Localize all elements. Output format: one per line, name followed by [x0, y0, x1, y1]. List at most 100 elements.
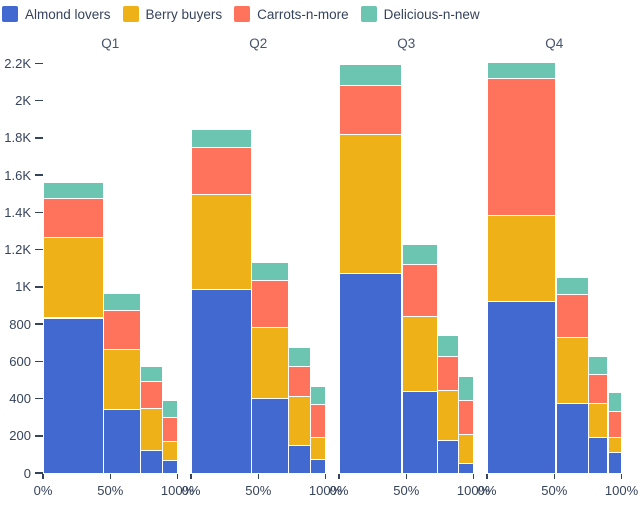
bar-segment-carrots-n-more[interactable]	[589, 375, 608, 404]
bar-segment-berry-buyers[interactable]	[438, 391, 458, 441]
bar-segment-berry-buyers[interactable]	[608, 437, 621, 452]
x-tick-label: 50%	[393, 483, 420, 498]
bar-segment-delicious-n-new[interactable]	[104, 294, 140, 311]
bar-segment-berry-buyers[interactable]	[43, 238, 103, 318]
bar-segment-berry-buyers[interactable]	[402, 316, 437, 392]
x-tick-label: 0%	[329, 483, 349, 498]
bar-segment-berry-buyers[interactable]	[252, 327, 288, 398]
bar-segment-almond-lovers[interactable]	[289, 446, 310, 473]
bar-segment-berry-buyers[interactable]	[556, 338, 588, 404]
y-tick-mark	[35, 397, 43, 400]
bar-segment-berry-buyers[interactable]	[311, 437, 325, 459]
bar-segment-delicious-n-new[interactable]	[487, 62, 556, 79]
y-tick-mark	[35, 360, 43, 363]
bar-segment-carrots-n-more[interactable]	[104, 311, 140, 350]
bar-segment-almond-lovers[interactable]	[438, 441, 458, 473]
y-tick-mark	[35, 435, 43, 437]
legend-swatch-icon	[360, 6, 377, 22]
bar-segment-almond-lovers[interactable]	[311, 459, 325, 473]
x-tick-label: 0%	[477, 483, 497, 498]
y-tick-label: 1.4K	[4, 204, 31, 220]
y-tick-label: 1K	[15, 279, 31, 295]
y-tick-mark	[35, 472, 43, 474]
legend-item-delicious-n-new[interactable]: Delicious-n-new	[360, 6, 480, 22]
x-tick-mark	[553, 474, 555, 479]
bar-segment-delicious-n-new[interactable]	[339, 65, 402, 85]
bar-segment-delicious-n-new[interactable]	[43, 182, 103, 199]
bar-segment-almond-lovers[interactable]	[402, 392, 437, 473]
y-tick-mark	[35, 286, 43, 288]
y-tick-label: 1.2K	[4, 242, 31, 258]
bar-segment-carrots-n-more[interactable]	[141, 381, 162, 408]
legend-item-carrots-n-more[interactable]: Carrots-n-more	[234, 6, 349, 22]
quarter-title: Q1	[101, 36, 120, 51]
bar-segment-carrots-n-more[interactable]	[556, 295, 588, 338]
bar-segment-carrots-n-more[interactable]	[438, 356, 458, 391]
y-tick-label: 600	[9, 353, 31, 369]
bar-segment-delicious-n-new[interactable]	[311, 387, 325, 405]
legend-label: Carrots-n-more	[257, 6, 349, 22]
legend-item-berry-buyers[interactable]: Berry buyers	[122, 6, 223, 22]
quarter-title: Q2	[249, 36, 268, 51]
bar-segment-almond-lovers[interactable]	[141, 450, 162, 473]
legend-item-almond-lovers[interactable]: Almond lovers	[2, 6, 111, 22]
bar-segment-almond-lovers[interactable]	[589, 437, 608, 473]
bar-segment-delicious-n-new[interactable]	[589, 356, 608, 375]
legend-label: Berry buyers	[145, 6, 223, 22]
bar-segment-delicious-n-new[interactable]	[556, 278, 588, 295]
bar-segment-carrots-n-more[interactable]	[311, 405, 325, 437]
bar-segment-carrots-n-more[interactable]	[43, 199, 103, 238]
x-tick-mark	[109, 474, 111, 479]
bar-segment-delicious-n-new[interactable]	[191, 129, 251, 148]
bar-segment-almond-lovers[interactable]	[104, 409, 140, 473]
x-tick-label: 100%	[308, 483, 343, 498]
x-tick-mark	[257, 474, 259, 479]
bar-segment-carrots-n-more[interactable]	[608, 411, 621, 437]
bar-segment-delicious-n-new[interactable]	[252, 262, 288, 281]
bar-segment-berry-buyers[interactable]	[191, 194, 251, 289]
bar-segment-berry-buyers[interactable]	[339, 135, 402, 273]
bar-segment-almond-lovers[interactable]	[191, 289, 251, 473]
bar-segment-carrots-n-more[interactable]	[163, 418, 177, 442]
y-tick-mark	[35, 99, 43, 102]
x-tick-mark	[472, 474, 475, 479]
bar-segment-delicious-n-new[interactable]	[163, 401, 177, 418]
bar-segment-almond-lovers[interactable]	[339, 273, 402, 473]
bar-segment-berry-buyers[interactable]	[289, 396, 310, 445]
bar-segment-berry-buyers[interactable]	[104, 350, 140, 409]
bar-segment-berry-buyers[interactable]	[163, 442, 177, 460]
bar-segment-delicious-n-new[interactable]	[459, 377, 473, 401]
bar-segment-delicious-n-new[interactable]	[438, 336, 458, 356]
y-tick-mark	[35, 174, 43, 176]
bar-segment-carrots-n-more[interactable]	[289, 366, 310, 396]
bar-segment-berry-buyers[interactable]	[589, 404, 608, 437]
bar-segment-almond-lovers[interactable]	[556, 404, 588, 473]
bar-segment-almond-lovers[interactable]	[459, 463, 473, 473]
bar-segment-berry-buyers[interactable]	[487, 216, 556, 301]
legend: Almond lovers Berry buyers Carrots-n-mor…	[2, 6, 492, 22]
x-tick-label: 0%	[33, 483, 53, 498]
bar-segment-almond-lovers[interactable]	[43, 318, 103, 473]
bar-segment-almond-lovers[interactable]	[608, 452, 621, 473]
bar-segment-berry-buyers[interactable]	[141, 408, 162, 450]
y-tick-label: 2.2K	[4, 56, 31, 71]
bar-segment-carrots-n-more[interactable]	[339, 85, 402, 135]
x-tick-label: 50%	[541, 483, 568, 498]
bar-segment-delicious-n-new[interactable]	[402, 244, 437, 264]
bar-segment-carrots-n-more[interactable]	[191, 148, 251, 194]
bar-segment-almond-lovers[interactable]	[163, 460, 177, 473]
bar-segment-almond-lovers[interactable]	[252, 398, 288, 473]
bar-segment-carrots-n-more[interactable]	[487, 79, 556, 216]
bar-segment-carrots-n-more[interactable]	[402, 264, 437, 316]
x-tick-mark	[324, 474, 327, 479]
bar-segment-delicious-n-new[interactable]	[289, 348, 310, 366]
x-tick-label: 100%	[604, 483, 639, 498]
bar-segment-carrots-n-more[interactable]	[252, 281, 288, 327]
bar-segment-berry-buyers[interactable]	[459, 434, 473, 463]
y-tick-label: 200	[9, 428, 31, 444]
bar-segment-delicious-n-new[interactable]	[141, 366, 162, 381]
legend-label: Delicious-n-new	[383, 6, 480, 22]
bar-segment-carrots-n-more[interactable]	[459, 401, 473, 434]
bar-segment-almond-lovers[interactable]	[487, 301, 556, 473]
bar-segment-delicious-n-new[interactable]	[608, 392, 621, 411]
